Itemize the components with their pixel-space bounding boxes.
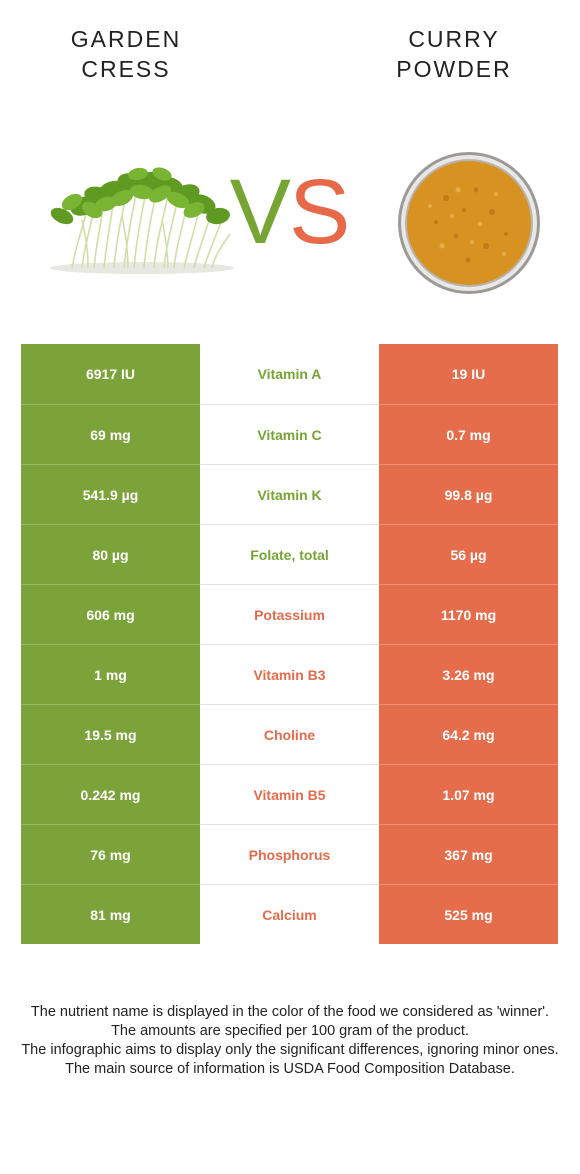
left-value-cell: 606 mg bbox=[21, 584, 200, 644]
table-row: 541.9 µg Vitamin K 99.8 µg bbox=[21, 464, 558, 524]
left-value-cell: 80 µg bbox=[21, 524, 200, 584]
right-food-title-line: powder bbox=[396, 56, 512, 82]
nutrient-name-cell: Vitamin K bbox=[200, 464, 379, 524]
comparison-header: Garden cress Curry powder bbox=[0, 0, 580, 330]
left-value-cell: 0.242 mg bbox=[21, 764, 200, 824]
right-value-cell: 367 mg bbox=[379, 824, 558, 884]
nutrient-name-cell: Potassium bbox=[200, 584, 379, 644]
footer-note: The nutrient name is displayed in the co… bbox=[30, 1004, 550, 1020]
table-row: 80 µg Folate, total 56 µg bbox=[21, 524, 558, 584]
versus-s: S bbox=[289, 161, 350, 263]
left-value-cell: 19.5 mg bbox=[21, 704, 200, 764]
table-row: 81 mg Calcium 525 mg bbox=[21, 884, 558, 944]
table-row: 19.5 mg Choline 64.2 mg bbox=[21, 704, 558, 764]
table-row: 0.242 mg Vitamin B5 1.07 mg bbox=[21, 764, 558, 824]
right-food-title: Curry powder bbox=[354, 24, 554, 84]
left-food-title-line: cress bbox=[81, 56, 171, 82]
nutrient-name-cell: Calcium bbox=[200, 884, 379, 944]
footer-note: The amounts are specified per 100 gram o… bbox=[111, 1023, 469, 1039]
table-row: 1 mg Vitamin B3 3.26 mg bbox=[21, 644, 558, 704]
nutrient-name-cell: Vitamin B3 bbox=[200, 644, 379, 704]
right-value-cell: 56 µg bbox=[379, 524, 558, 584]
versus-v: V bbox=[229, 161, 291, 263]
right-value-cell: 3.26 mg bbox=[379, 644, 558, 704]
right-value-cell: 19 IU bbox=[379, 344, 558, 404]
nutrient-name-cell: Vitamin C bbox=[200, 404, 379, 464]
left-value-cell: 69 mg bbox=[21, 404, 200, 464]
right-value-cell: 1170 mg bbox=[379, 584, 558, 644]
left-value-cell: 6917 IU bbox=[21, 344, 200, 404]
nutrient-name-cell: Vitamin B5 bbox=[200, 764, 379, 824]
right-value-cell: 64.2 mg bbox=[379, 704, 558, 764]
table-row: 69 mg Vitamin C 0.7 mg bbox=[21, 404, 558, 464]
nutrient-comparison-table: 6917 IU Vitamin A 19 IU 69 mg Vitamin C 0.7 m… bbox=[21, 344, 558, 944]
table-row: 6917 IU Vitamin A 19 IU bbox=[21, 344, 558, 404]
left-value-cell: 76 mg bbox=[21, 824, 200, 884]
right-value-cell: 99.8 µg bbox=[379, 464, 558, 524]
right-value-cell: 0.7 mg bbox=[379, 404, 558, 464]
versus-label: VS bbox=[226, 162, 352, 262]
left-value-cell: 541.9 µg bbox=[21, 464, 200, 524]
left-food-title: Garden cress bbox=[26, 24, 226, 84]
right-value-cell: 1.07 mg bbox=[379, 764, 558, 824]
table-row: 606 mg Potassium 1170 mg bbox=[21, 584, 558, 644]
footer-note: The infographic aims to display only the… bbox=[21, 1042, 559, 1058]
footer-notes: The nutrient name is displayed in the co… bbox=[18, 1003, 562, 1079]
curry-powder-bowl-image bbox=[398, 152, 540, 294]
nutrient-name-cell: Choline bbox=[200, 704, 379, 764]
nutrient-name-cell: Vitamin A bbox=[200, 344, 379, 404]
garden-cress-sprouts-image bbox=[50, 167, 234, 274]
left-value-cell: 1 mg bbox=[21, 644, 200, 704]
left-value-cell: 81 mg bbox=[21, 884, 200, 944]
table-row: 76 mg Phosphorus 367 mg bbox=[21, 824, 558, 884]
right-food-title-line: Curry bbox=[408, 26, 500, 52]
left-food-title-line: Garden bbox=[70, 26, 182, 52]
right-value-cell: 525 mg bbox=[379, 884, 558, 944]
nutrient-name-cell: Phosphorus bbox=[200, 824, 379, 884]
footer-note: The main source of information is USDA F… bbox=[65, 1061, 515, 1077]
nutrient-name-cell: Folate, total bbox=[200, 524, 379, 584]
